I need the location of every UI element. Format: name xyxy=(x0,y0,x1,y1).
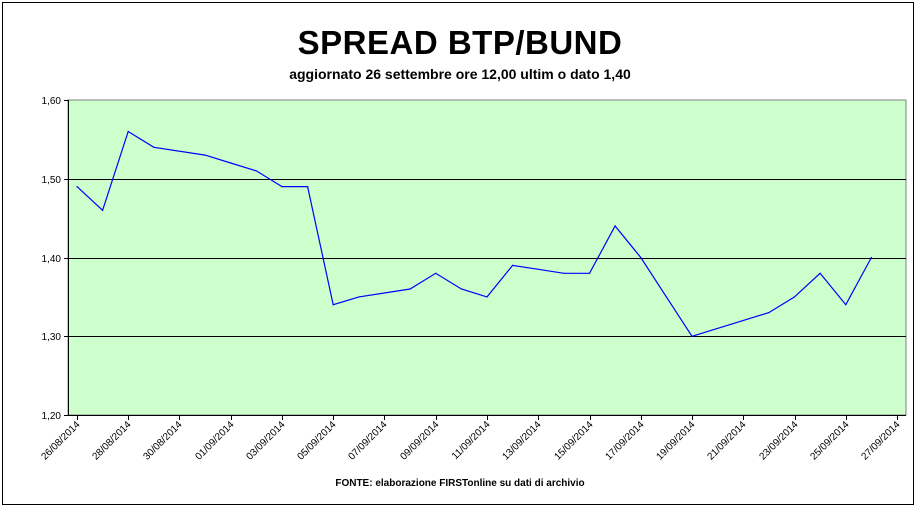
data-point xyxy=(819,272,821,274)
data-point xyxy=(793,296,796,298)
x-tick-label: 09/09/2014 xyxy=(398,419,441,462)
y-axis-labels: 1,20 1,30 1,40 1,50 1,60 xyxy=(42,96,62,422)
data-point xyxy=(614,225,616,227)
data-point xyxy=(255,170,257,172)
y-tick-label: 1,40 xyxy=(42,254,62,265)
x-axis-labels: 26/08/2014 28/08/2014 30/08/2014 01/09/2014… xyxy=(39,419,902,462)
x-tick-label: 27/09/2014 xyxy=(859,419,902,462)
chart-title: SPREAD BTP/BUND xyxy=(297,24,623,61)
x-tick-label: 25/09/2014 xyxy=(808,419,851,462)
data-point xyxy=(486,296,488,298)
x-tick-label: 21/09/2014 xyxy=(705,419,748,462)
data-point xyxy=(640,256,642,259)
data-point xyxy=(665,296,668,298)
grid-lines xyxy=(64,100,906,416)
y-tick-label: 1,50 xyxy=(42,175,62,186)
x-tick-label: 28/08/2014 xyxy=(90,419,133,462)
x-tick-label: 03/09/2014 xyxy=(244,419,287,462)
data-point xyxy=(102,209,104,211)
data-point xyxy=(127,130,129,133)
series-line xyxy=(76,130,872,338)
x-tick-label: 15/09/2014 xyxy=(552,419,595,462)
data-point xyxy=(870,256,873,259)
x-tick-label: 23/09/2014 xyxy=(757,419,800,462)
data-point xyxy=(307,186,309,188)
x-tick-label: 07/09/2014 xyxy=(346,419,389,462)
data-point xyxy=(435,272,437,274)
data-point xyxy=(281,186,283,188)
data-point xyxy=(76,186,78,188)
data-point xyxy=(153,146,155,148)
data-point xyxy=(409,288,411,290)
data-point xyxy=(537,268,539,270)
data-point xyxy=(511,264,514,266)
data-point xyxy=(358,296,360,298)
x-tick-label: 11/09/2014 xyxy=(450,419,493,462)
chart-source-note: FONTE: elaborazione FIRSTonline su dati … xyxy=(335,478,585,489)
y-tick-label: 1,60 xyxy=(42,96,62,107)
x-tick-label: 19/09/2014 xyxy=(654,419,697,462)
data-point xyxy=(691,335,693,337)
x-tick-label: 05/09/2014 xyxy=(295,419,338,462)
data-point xyxy=(230,162,232,164)
data-point xyxy=(460,288,462,290)
x-tick-label: 01/09/2014 xyxy=(193,419,236,462)
x-tick-label: 26/08/2014 xyxy=(39,419,82,462)
axes xyxy=(68,100,906,420)
data-point xyxy=(588,272,591,274)
data-point xyxy=(845,304,847,306)
data-point xyxy=(332,304,334,306)
chart-subtitle: aggiornato 26 settembre ore 12,00 ultim … xyxy=(289,66,631,82)
data-point xyxy=(204,154,206,156)
x-tick-label: 13/09/2014 xyxy=(500,419,543,462)
series-layer xyxy=(76,130,873,338)
y-tick-label: 1,30 xyxy=(42,332,62,343)
data-point xyxy=(563,272,565,274)
data-point xyxy=(768,312,770,314)
x-tick-label: 30/08/2014 xyxy=(141,419,184,462)
plot-area xyxy=(67,99,907,416)
x-tick-label: 17/09/2014 xyxy=(603,419,646,462)
y-tick-label: 1,20 xyxy=(42,411,62,422)
